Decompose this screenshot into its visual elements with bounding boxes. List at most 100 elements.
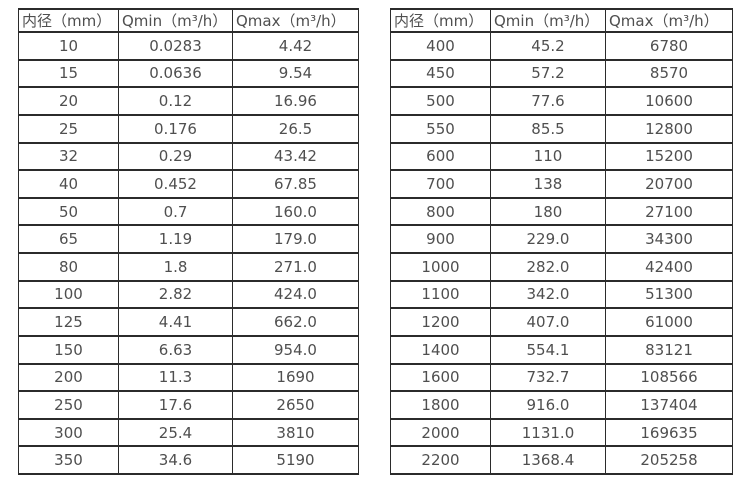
- table-cell: 271.0: [232, 252, 359, 282]
- table-cell: 15200: [605, 141, 733, 172]
- table-cell: 110: [490, 141, 606, 172]
- table-row: 800 180 27100: [390, 196, 733, 227]
- table-cell: 407.0: [490, 307, 606, 337]
- table-cell: 4.41: [118, 307, 233, 337]
- header-qmax: Qmax（m³/h）: [605, 8, 733, 33]
- header-qmin: Qmin（m³/h）: [118, 8, 233, 33]
- table-row: 10 0.0283 4.42: [18, 31, 359, 61]
- table-row: 550 85.5 12800: [390, 113, 733, 144]
- table-cell: 0.29: [118, 141, 233, 172]
- table-cell: 900: [390, 224, 491, 254]
- table-row: 1100 342.0 51300: [390, 279, 733, 310]
- table-row: 350 34.6 5190: [18, 445, 359, 475]
- table-row: 15 0.0636 9.54: [18, 58, 359, 89]
- table-cell: 0.0283: [118, 31, 233, 61]
- table-row: 150 6.63 954.0: [18, 334, 359, 365]
- table-cell: 169635: [605, 417, 733, 448]
- flow-spec-table-left: 内径（mm） Qmin（m³/h） Qmax（m³/h） 10 0.0283 4.4…: [18, 8, 359, 475]
- table-cell: 34.6: [118, 445, 233, 475]
- table-cell: 5190: [232, 445, 359, 475]
- table-cell: 954.0: [232, 334, 359, 365]
- table-row: 400 45.2 6780: [390, 31, 733, 61]
- table-cell: 137404: [605, 390, 733, 420]
- table-cell: 16.96: [232, 86, 359, 116]
- table-cell: 43.42: [232, 141, 359, 172]
- table-body: 400 45.2 6780 450 57.2 8570 500 77.6 10600 550 85.…: [390, 31, 733, 475]
- table-cell: 25: [18, 113, 119, 144]
- table-cell: 0.7: [118, 196, 233, 227]
- table-row: 900 229.0 34300: [390, 224, 733, 254]
- table-cell: 57.2: [490, 58, 606, 89]
- table-cell: 0.0636: [118, 58, 233, 89]
- table-cell: 424.0: [232, 279, 359, 310]
- table-row: 32 0.29 43.42: [18, 141, 359, 172]
- table-cell: 108566: [605, 362, 733, 393]
- table-row: 600 110 15200: [390, 141, 733, 172]
- table-cell: 125: [18, 307, 119, 337]
- table-cell: 10: [18, 31, 119, 61]
- table-row: 1400 554.1 83121: [390, 334, 733, 365]
- table-cell: 0.176: [118, 113, 233, 144]
- table-cell: 42400: [605, 252, 733, 282]
- table-cell: 80: [18, 252, 119, 282]
- table-row: 65 1.19 179.0: [18, 224, 359, 254]
- table-row: 100 2.82 424.0: [18, 279, 359, 310]
- table-cell: 26.5: [232, 113, 359, 144]
- table-cell: 61000: [605, 307, 733, 337]
- table-cell: 0.452: [118, 169, 233, 199]
- table-row: 2000 1131.0 169635: [390, 417, 733, 448]
- table-cell: 67.85: [232, 169, 359, 199]
- table-cell: 1800: [390, 390, 491, 420]
- table-row: 500 77.6 10600: [390, 86, 733, 116]
- table-cell: 2650: [232, 390, 359, 420]
- table-row: 1000 282.0 42400: [390, 252, 733, 282]
- table-cell: 250: [18, 390, 119, 420]
- table-cell: 600: [390, 141, 491, 172]
- table-cell: 15: [18, 58, 119, 89]
- table-cell: 10600: [605, 86, 733, 116]
- table-row: 80 1.8 271.0: [18, 252, 359, 282]
- table-row: 700 138 20700: [390, 169, 733, 199]
- table-cell: 732.7: [490, 362, 606, 393]
- table-cell: 350: [18, 445, 119, 475]
- table-cell: 1131.0: [490, 417, 606, 448]
- table-cell: 1.8: [118, 252, 233, 282]
- table-cell: 20700: [605, 169, 733, 199]
- table-row: 2200 1368.4 205258: [390, 445, 733, 475]
- table-cell: 1690: [232, 362, 359, 393]
- table-cell: 45.2: [490, 31, 606, 61]
- table-cell: 700: [390, 169, 491, 199]
- header-inner-diameter: 内径（mm）: [18, 8, 119, 33]
- table-row: 20 0.12 16.96: [18, 86, 359, 116]
- table-cell: 51300: [605, 279, 733, 310]
- table-cell: 34300: [605, 224, 733, 254]
- table-cell: 150: [18, 334, 119, 365]
- table-cell: 3810: [232, 417, 359, 448]
- table-cell: 550: [390, 113, 491, 144]
- table-cell: 17.6: [118, 390, 233, 420]
- table-cell: 200: [18, 362, 119, 393]
- table-cell: 25.4: [118, 417, 233, 448]
- table-cell: 500: [390, 86, 491, 116]
- table-row: 50 0.7 160.0: [18, 196, 359, 227]
- table-row: 125 4.41 662.0: [18, 307, 359, 337]
- table-cell: 662.0: [232, 307, 359, 337]
- table-cell: 400: [390, 31, 491, 61]
- table-cell: 342.0: [490, 279, 606, 310]
- table-cell: 300: [18, 417, 119, 448]
- table-row: 40 0.452 67.85: [18, 169, 359, 199]
- table-cell: 800: [390, 196, 491, 227]
- table-cell: 1400: [390, 334, 491, 365]
- header-qmax: Qmax（m³/h）: [232, 8, 359, 33]
- table-cell: 4.42: [232, 31, 359, 61]
- table-row: 25 0.176 26.5: [18, 113, 359, 144]
- table-row: 200 11.3 1690: [18, 362, 359, 393]
- header-qmin: Qmin（m³/h）: [490, 8, 606, 33]
- table-cell: 8570: [605, 58, 733, 89]
- table-cell: 32: [18, 141, 119, 172]
- table-cell: 205258: [605, 445, 733, 475]
- table-cell: 2000: [390, 417, 491, 448]
- table-row: 300 25.4 3810: [18, 417, 359, 448]
- table-cell: 6780: [605, 31, 733, 61]
